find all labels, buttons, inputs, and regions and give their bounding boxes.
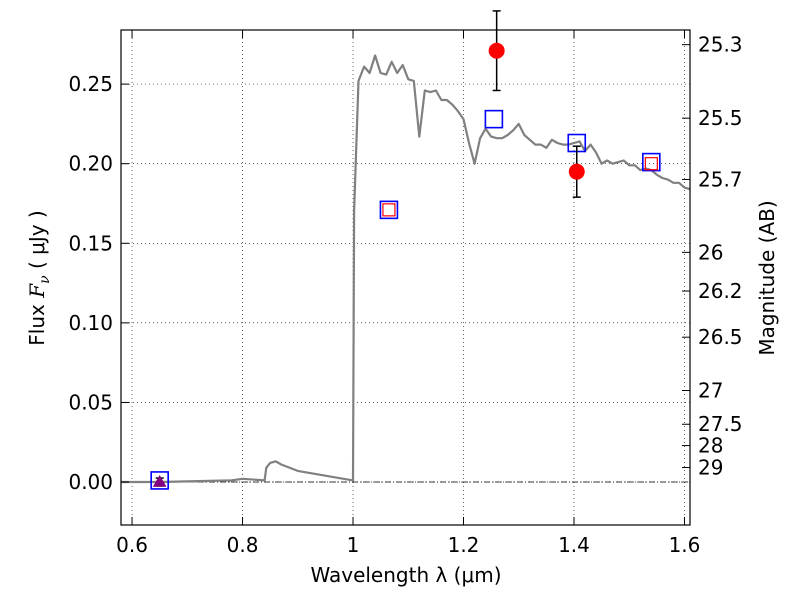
x-tick-label: 1.6 xyxy=(669,533,701,557)
right-tick-label: 28 xyxy=(698,434,723,458)
right-tick-label: 29 xyxy=(698,456,723,480)
right-tick-label: 27.5 xyxy=(698,412,743,436)
x-tick-label: 0.6 xyxy=(116,533,148,557)
right-tick-label: 26.2 xyxy=(698,279,743,303)
right-tick-label: 25.3 xyxy=(698,33,743,57)
series-layer xyxy=(121,54,691,484)
observed-photometry-square xyxy=(644,157,658,171)
model-photometry-square xyxy=(379,200,399,220)
tick-layer xyxy=(121,30,690,525)
observed-point xyxy=(568,163,585,180)
model-sed-line xyxy=(121,54,691,484)
y-tick-label: 0.10 xyxy=(68,311,113,335)
right-tick-label: 27 xyxy=(698,379,723,403)
grid-layer xyxy=(121,30,690,525)
y-axis-label: Flux Fν ( μJy ) xyxy=(25,210,53,345)
y-tick-label: 0.15 xyxy=(68,231,113,255)
x-tick-label: 1.4 xyxy=(558,533,590,557)
right-tick-label: 26 xyxy=(698,240,723,264)
y-tick-label: 0.25 xyxy=(68,72,113,96)
upper-limit-triangle xyxy=(152,475,167,487)
x-tick-label: 0.8 xyxy=(227,533,259,557)
marker-layer xyxy=(150,10,661,490)
plot-frame xyxy=(120,29,691,526)
y-tick-label: 0.20 xyxy=(68,152,113,176)
model-photometry-square xyxy=(642,152,661,172)
right-tick-label: 25.7 xyxy=(698,167,743,191)
observed-point xyxy=(488,42,505,59)
right-axis-label: Magnitude (AB) xyxy=(755,200,779,355)
y-tick-label: 0.05 xyxy=(68,390,113,414)
x-tick-label: 1.2 xyxy=(448,533,480,557)
label-layer: 0.6 0.8 1 1.2 1.4 1.6 0.00 0.05 0.10 0.15 0.20 0.25… xyxy=(68,33,742,557)
right-tick-label: 26.5 xyxy=(698,325,743,349)
y-tick-label: 0.00 xyxy=(68,470,113,494)
x-tick-label: 1 xyxy=(347,533,360,557)
right-tick-label: 25.5 xyxy=(698,106,743,130)
model-photometry-square xyxy=(150,471,169,490)
observed-photometry-square xyxy=(382,203,396,217)
model-photometry-square xyxy=(484,109,504,129)
x-axis-label: Wavelength λ (μm) xyxy=(310,563,501,587)
